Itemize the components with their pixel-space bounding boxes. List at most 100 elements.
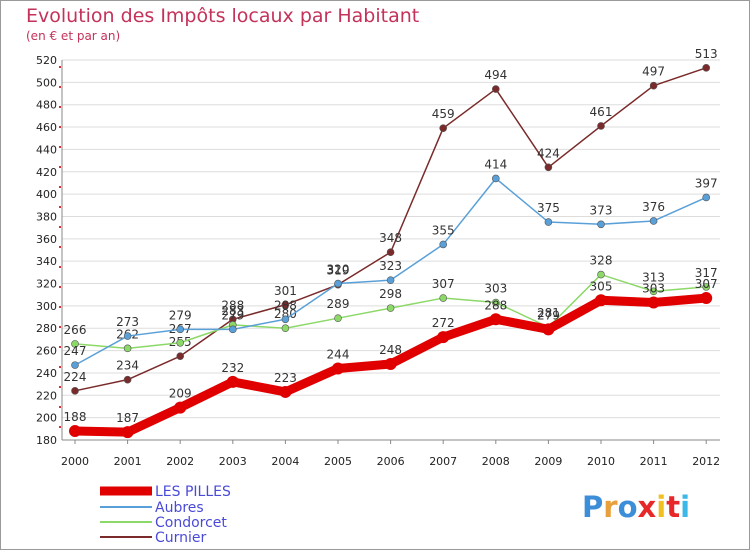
data-point-aubres <box>649 217 658 225</box>
data-point-curnier <box>386 248 395 257</box>
data-point-aubres <box>176 325 184 334</box>
data-label-curnier: 494 <box>484 68 507 82</box>
data-point-curnier <box>702 64 711 72</box>
data-label-aubres: 320 <box>327 263 350 277</box>
data-label-aubres: 273 <box>116 315 139 329</box>
x-tick-label: 2004 <box>271 455 299 468</box>
data-point-condorcet <box>334 314 342 322</box>
data-label-curnier: 234 <box>116 359 139 373</box>
data-label-aubres: 355 <box>432 223 455 237</box>
data-point-aubres <box>229 325 237 334</box>
axis-marker <box>59 306 61 308</box>
data-point-les-pilles <box>121 426 134 439</box>
axis-marker <box>59 106 61 108</box>
x-tick-label: 2008 <box>482 455 510 468</box>
axis-marker <box>59 406 61 408</box>
legend-label-aubres: Aubres <box>155 500 204 516</box>
proxiti-logo: Proxiti <box>582 490 690 524</box>
logo-letter: o <box>618 490 638 524</box>
y-tick-label: 220 <box>36 389 57 402</box>
data-label-condorcet: 298 <box>379 287 402 301</box>
y-tick-label: 420 <box>36 166 57 179</box>
data-point-condorcet <box>491 298 500 307</box>
data-label-aubres: 373 <box>590 203 613 217</box>
data-label-les-pilles: 188 <box>64 410 87 424</box>
data-point-aubres <box>597 220 605 229</box>
data-point-curnier <box>176 352 184 360</box>
logo-letter: P <box>582 490 603 524</box>
x-tick-label: 2011 <box>640 455 668 468</box>
data-label-aubres: 247 <box>64 344 87 358</box>
data-label-aubres: 279 <box>221 308 244 322</box>
data-point-condorcet <box>439 294 448 302</box>
logo-letter: t <box>666 490 680 524</box>
chart-title: Evolution des Impôts locaux par Habitant <box>26 5 419 27</box>
data-label-curnier: 461 <box>590 105 613 119</box>
y-tick-label: 280 <box>36 322 57 335</box>
data-point-curnier <box>281 300 290 309</box>
data-point-curnier <box>71 387 79 395</box>
axis-marker <box>59 226 61 228</box>
y-tick-label: 200 <box>36 412 57 425</box>
y-tick-label: 520 <box>36 54 57 67</box>
data-point-aubres <box>281 315 290 324</box>
data-point-les-pilles <box>700 292 713 305</box>
data-label-condorcet: 283 <box>221 304 244 318</box>
data-label-les-pilles: 288 <box>484 298 507 312</box>
data-label-curnier: 513 <box>695 47 718 61</box>
logo-letter: r <box>603 490 618 524</box>
chart-subtitle: (en € et par an) <box>26 29 120 43</box>
axis-marker <box>59 186 61 188</box>
x-tick-label: 2005 <box>324 455 352 468</box>
data-label-les-pilles: 248 <box>379 343 402 357</box>
axis-marker <box>59 66 61 68</box>
data-point-aubres <box>386 276 395 284</box>
axis-marker <box>59 146 61 148</box>
data-point-les-pilles <box>489 313 502 326</box>
y-tick-label: 260 <box>36 345 57 358</box>
y-tick-label: 480 <box>36 99 57 112</box>
data-point-aubres <box>491 174 500 183</box>
x-tick-label: 2000 <box>61 455 89 468</box>
data-label-condorcet: 317 <box>695 266 718 280</box>
data-label-curnier: 288 <box>221 298 244 312</box>
axis-marker <box>59 386 61 388</box>
data-point-aubres <box>334 279 342 288</box>
data-label-condorcet: 281 <box>537 306 560 320</box>
axis-marker <box>59 286 61 288</box>
data-label-aubres: 376 <box>642 200 665 214</box>
data-point-curnier <box>491 85 500 93</box>
axis-marker <box>59 426 61 428</box>
data-point-aubres <box>702 193 711 202</box>
data-point-curnier <box>597 122 605 130</box>
legend-label-les-pilles: LES PILLES <box>155 484 231 500</box>
data-label-condorcet: 303 <box>484 282 507 296</box>
legend-label-curnier: Curnier <box>155 530 207 546</box>
data-point-condorcet <box>281 324 290 333</box>
data-label-condorcet: 313 <box>642 270 665 284</box>
data-label-aubres: 375 <box>537 201 560 215</box>
y-tick-label: 180 <box>36 434 57 447</box>
data-point-curnier <box>649 81 658 90</box>
data-label-condorcet: 289 <box>327 297 350 311</box>
data-point-condorcet <box>597 270 605 279</box>
axis-marker <box>59 206 61 208</box>
y-tick-label: 440 <box>36 143 57 156</box>
x-tick-label: 2003 <box>219 455 247 468</box>
data-point-les-pilles <box>384 358 397 370</box>
y-tick-label: 300 <box>36 300 57 313</box>
data-label-curnier: 348 <box>379 231 402 245</box>
data-point-les-pilles <box>542 323 555 336</box>
data-point-condorcet <box>702 283 711 291</box>
data-point-les-pilles <box>595 294 607 307</box>
plot-area: 180 200 220 240 260 280 300 320 340 360 380 400 420 4… <box>36 47 720 468</box>
data-label-les-pilles: 209 <box>169 387 192 401</box>
data-label-condorcet: 266 <box>64 323 87 337</box>
axis-marker <box>59 346 61 348</box>
data-point-condorcet <box>649 287 658 296</box>
data-label-condorcet: 328 <box>590 254 613 268</box>
data-point-aubres <box>123 332 132 340</box>
data-point-les-pilles <box>437 331 450 344</box>
